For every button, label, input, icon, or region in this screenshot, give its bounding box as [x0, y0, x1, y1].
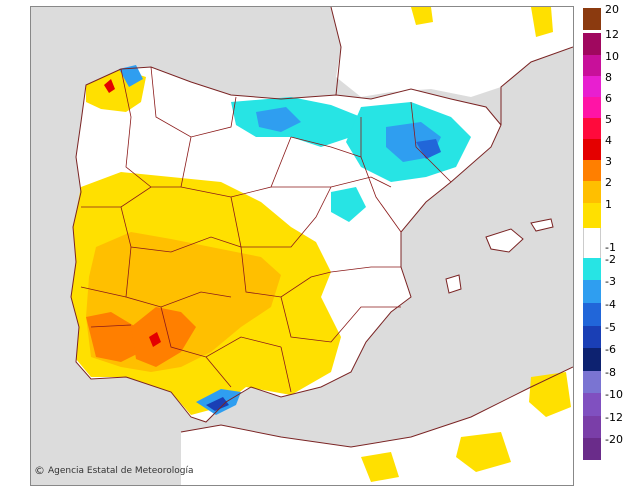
- legend-label: 2: [605, 176, 612, 189]
- legend-label: -10: [605, 388, 623, 401]
- warm-area-nw-red: [104, 79, 115, 93]
- legend-swatch: [583, 280, 601, 303]
- cold-area-5: [416, 139, 441, 159]
- legend-swatch: [583, 139, 601, 160]
- hot-spot: [149, 332, 161, 347]
- legend-swatch: [583, 393, 601, 416]
- legend-label: -2: [605, 253, 616, 266]
- legend-label: 6: [605, 92, 612, 105]
- mallorca: [486, 229, 523, 252]
- cold-area-2: [256, 107, 301, 132]
- coastline: [70, 66, 502, 423]
- warm-area-4: [131, 307, 196, 367]
- legend-swatch: [583, 160, 601, 181]
- cold-area-7: [119, 65, 143, 87]
- legend-swatch: [583, 246, 601, 258]
- legend-swatch: [583, 97, 601, 118]
- legend-swatch: [583, 76, 601, 97]
- legend-label: 1: [605, 198, 612, 211]
- legend-label: -6: [605, 343, 616, 356]
- temperature-anomaly-map: [31, 7, 573, 485]
- cold-area-6: [331, 187, 366, 222]
- legend-label: -3: [605, 275, 616, 288]
- map-frame: [30, 6, 574, 486]
- ibiza: [446, 275, 461, 293]
- africa-warm-2: [456, 432, 511, 472]
- legend-swatch: [583, 258, 601, 280]
- coast-africa: [180, 366, 573, 448]
- legend-label: 20: [605, 3, 619, 16]
- legend-label: 10: [605, 50, 619, 63]
- legend-swatch: [583, 203, 601, 228]
- legend-swatch: [583, 371, 601, 393]
- legend-label: -8: [605, 366, 616, 379]
- legend-swatch: [583, 8, 601, 30]
- legend-swatch: [583, 181, 601, 203]
- legend-swatch: [583, 416, 601, 438]
- africa-warm-3: [361, 452, 399, 482]
- province-borders: [80, 66, 452, 393]
- legend-swatch: [583, 55, 601, 76]
- france-land: [331, 7, 573, 97]
- credit-text: Agencia Estatal de Meteorología: [48, 465, 194, 476]
- legend-swatch: [583, 438, 601, 460]
- legend-label: 5: [605, 113, 612, 126]
- legend-label: -1: [605, 241, 616, 254]
- agency-credit: © Agencia Estatal de Meteorología: [34, 464, 194, 477]
- legend-label: -4: [605, 298, 616, 311]
- legend-label: 8: [605, 71, 612, 84]
- france-warm-2: [531, 7, 553, 37]
- legend-label: -12: [605, 411, 623, 424]
- legend-label: 3: [605, 155, 612, 168]
- legend-swatch: [583, 118, 601, 139]
- legend-swatch: [583, 303, 601, 326]
- cold-area-south-2: [206, 397, 229, 411]
- warm-area-3: [86, 312, 141, 362]
- france-warm-1: [411, 7, 433, 25]
- copyright-symbol: ©: [34, 464, 45, 477]
- legend-label: 12: [605, 28, 619, 41]
- legend-swatch: [583, 326, 601, 348]
- balearic-coast: [445, 218, 554, 294]
- legend-swatch: [583, 33, 601, 55]
- coast-france: [330, 7, 573, 125]
- legend-label: -20: [605, 433, 623, 446]
- legend-swatch: [583, 228, 601, 246]
- legend-swatch: [583, 348, 601, 371]
- legend-label: -5: [605, 321, 616, 334]
- legend-label: 4: [605, 134, 612, 147]
